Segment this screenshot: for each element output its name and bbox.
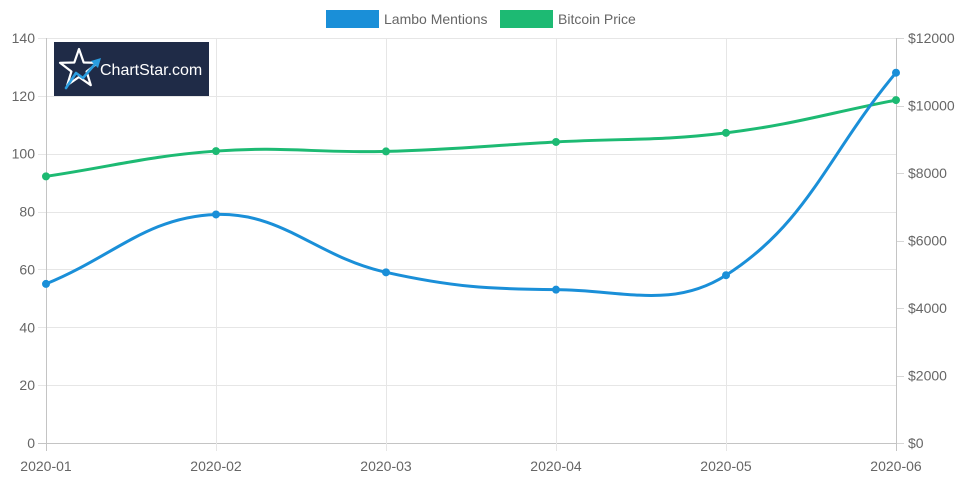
y-left-tick-label: 0 bbox=[27, 435, 35, 451]
bitcoin-price-point bbox=[722, 128, 730, 137]
y-right-tick-label: $10000 bbox=[908, 98, 955, 114]
bitcoin-price-line bbox=[44, 98, 898, 178]
bitcoin-price-point bbox=[42, 172, 50, 181]
y-left-tick-label: 120 bbox=[12, 88, 36, 104]
y-left-tick-label: 100 bbox=[12, 146, 36, 162]
x-tick-label: 2020-05 bbox=[700, 458, 752, 474]
y-right-tick-label: $6000 bbox=[908, 233, 947, 249]
y-right-tick-label: $8000 bbox=[908, 165, 947, 181]
y-left-tick-label: 140 bbox=[12, 30, 36, 46]
bitcoin-price-point bbox=[892, 96, 900, 105]
lambo-mentions-point bbox=[722, 271, 730, 280]
y-left-tick-label: 20 bbox=[19, 377, 35, 393]
axis-labels: 0 20 40 60 80 100 120 140 $0 $2000 $4000 $6000 $8000… bbox=[12, 30, 955, 474]
x-tick-label: 2020-06 bbox=[870, 458, 922, 474]
y-right-tick-label: $12000 bbox=[908, 30, 955, 46]
lambo-mentions-point bbox=[892, 68, 900, 77]
x-tick-label: 2020-03 bbox=[360, 458, 412, 474]
legend-swatch-bitcoin-price bbox=[500, 10, 553, 28]
series-layer bbox=[42, 68, 900, 297]
y-left-tick-label: 60 bbox=[19, 261, 35, 277]
y-right-tick-label: $0 bbox=[908, 435, 924, 451]
y-right-tick-label: $4000 bbox=[908, 300, 947, 316]
legend-swatch-lambo-mentions bbox=[326, 10, 379, 28]
legend-item-lambo-mentions[interactable]: Lambo Mentions bbox=[326, 8, 488, 30]
x-tick-label: 2020-02 bbox=[190, 458, 242, 474]
trend-arrow-icon bbox=[64, 62, 97, 90]
lambo-mentions-point bbox=[42, 279, 50, 288]
logo-text: ChartStar.com bbox=[100, 62, 202, 79]
bitcoin-price-point bbox=[552, 137, 560, 146]
y-right-tick-label: $2000 bbox=[908, 368, 947, 384]
legend-label-bitcoin-price: Bitcoin Price bbox=[558, 11, 636, 27]
lambo-mentions-line bbox=[44, 71, 898, 297]
x-tick-label: 2020-04 bbox=[530, 458, 582, 474]
legend-label-lambo-mentions: Lambo Mentions bbox=[384, 11, 488, 27]
bitcoin-price-point bbox=[212, 147, 220, 156]
y-left-tick-label: 40 bbox=[19, 319, 35, 335]
y-left-tick-label: 80 bbox=[19, 204, 35, 220]
x-tick-label: 2020-01 bbox=[20, 458, 72, 474]
lambo-mentions-point bbox=[382, 268, 390, 277]
lambo-mentions-point bbox=[552, 285, 560, 294]
bitcoin-price-point bbox=[382, 147, 390, 156]
chartstar-logo: ChartStar.com bbox=[54, 42, 209, 96]
grid-layer bbox=[38, 38, 904, 451]
arrow-head-icon bbox=[91, 58, 101, 68]
lambo-mentions-point bbox=[212, 210, 220, 219]
legend-item-bitcoin-price[interactable]: Bitcoin Price bbox=[500, 8, 636, 30]
